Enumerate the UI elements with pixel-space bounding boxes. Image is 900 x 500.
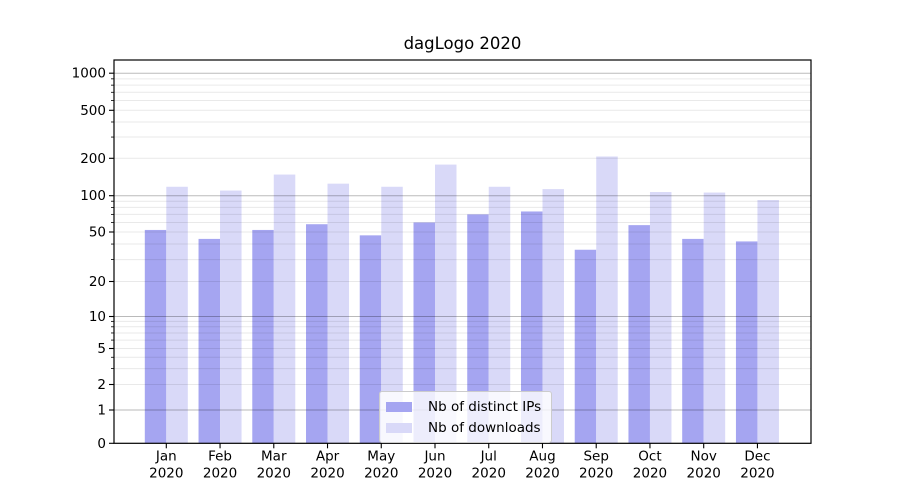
- x-tick-label-year: 2020: [203, 466, 237, 482]
- bar-downloads-jun: [435, 164, 457, 444]
- bar-distinct-ips-jan: [144, 229, 167, 444]
- bar-downloads-sep: [596, 156, 618, 444]
- bar-distinct-ips-may: [359, 235, 382, 444]
- legend-label-downloads: Nb of downloads: [428, 419, 541, 436]
- y-tick-label: 1: [97, 403, 106, 419]
- x-tick-label-month: Sep: [583, 449, 608, 465]
- x-tick-label-year: 2020: [579, 466, 613, 482]
- x-tick-label-month: Mar: [261, 449, 287, 465]
- x-tick-label-month: Apr: [316, 449, 340, 465]
- x-tick-label-month: May: [367, 449, 395, 465]
- y-tick-label: 100: [80, 188, 106, 204]
- x-tick-label-year: 2020: [740, 466, 774, 482]
- legend: Nb of distinct IPs Nb of downloads: [379, 391, 553, 443]
- x-tick-label-month: Oct: [638, 449, 661, 465]
- chart-title: dagLogo 2020: [403, 34, 522, 53]
- legend-swatch-downloads: [386, 422, 412, 433]
- bar-distinct-ips-jul: [467, 214, 489, 444]
- bar-downloads-jan: [166, 186, 188, 444]
- y-tick-label: 50: [89, 225, 106, 241]
- bar-downloads-apr: [327, 183, 350, 444]
- legend-swatch-distinct-ips: [386, 401, 412, 412]
- y-tick-label: 200: [80, 151, 106, 167]
- y-tick-label: 0: [97, 436, 106, 452]
- x-tick-label-year: 2020: [257, 466, 291, 482]
- x-tick-label-month: Jun: [423, 449, 445, 465]
- bar-distinct-ips-dec: [735, 241, 758, 444]
- bar-downloads-dec: [757, 200, 779, 444]
- x-tick-label-year: 2020: [310, 466, 344, 482]
- bar-downloads-jul: [488, 186, 511, 444]
- x-tick-label-month: Feb: [208, 449, 232, 465]
- bar-downloads-may: [381, 186, 403, 444]
- bar-distinct-ips-mar: [252, 229, 274, 444]
- x-tick-label-year: 2020: [418, 466, 452, 482]
- x-tick-label-month: Jul: [480, 449, 497, 465]
- legend-label-distinct-ips: Nb of distinct IPs: [428, 398, 542, 415]
- bar-downloads-feb: [220, 190, 242, 444]
- y-tick-label: 500: [80, 103, 106, 119]
- x-tick-label-year: 2020: [149, 466, 183, 482]
- x-tick-label-month: Nov: [691, 449, 717, 465]
- bar-downloads-nov: [703, 192, 726, 444]
- x-tick-label-year: 2020: [525, 466, 559, 482]
- y-tick-label: 20: [89, 274, 106, 290]
- bar-distinct-ips-jun: [413, 222, 435, 444]
- x-tick-label-year: 2020: [364, 466, 398, 482]
- y-tick-label: 10: [89, 309, 106, 325]
- plot-border: [113, 59, 812, 444]
- legend-item-distinct-ips: Nb of distinct IPs: [386, 396, 541, 417]
- bar-distinct-ips-apr: [306, 224, 328, 444]
- bar-distinct-ips-feb: [198, 238, 221, 444]
- bar-downloads-aug: [542, 189, 564, 444]
- x-tick-label-month: Aug: [529, 449, 555, 465]
- x-tick-label-year: 2020: [687, 466, 721, 482]
- y-tick-label: 5: [97, 341, 106, 357]
- bar-distinct-ips-sep: [574, 249, 597, 444]
- bar-distinct-ips-aug: [520, 211, 543, 444]
- x-tick-label-month: Jan: [155, 449, 177, 465]
- legend-item-downloads: Nb of downloads: [386, 417, 541, 438]
- x-tick-label-month: Dec: [744, 449, 770, 465]
- x-tick-label-year: 2020: [633, 466, 667, 482]
- bar-downloads-mar: [273, 174, 296, 444]
- bar-distinct-ips-oct: [628, 225, 650, 444]
- y-tick-label: 1000: [72, 66, 106, 82]
- y-tick-label: 2: [97, 377, 106, 393]
- bar-downloads-oct: [649, 192, 672, 444]
- bar-distinct-ips-nov: [682, 238, 704, 444]
- x-tick-label-year: 2020: [472, 466, 506, 482]
